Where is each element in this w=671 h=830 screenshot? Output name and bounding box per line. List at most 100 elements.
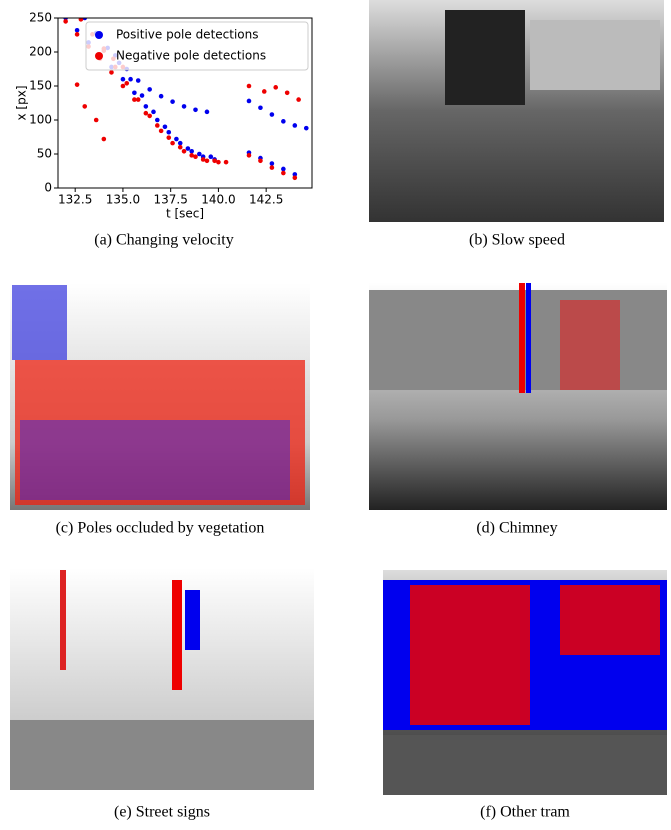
photo-other-tram (383, 570, 667, 795)
point (94, 118, 99, 123)
point (296, 97, 301, 102)
point (216, 160, 221, 165)
x-tick-label: 132.5 (58, 193, 92, 207)
caption: (b) Slow speed (469, 232, 565, 249)
legend-marker (95, 31, 103, 39)
figure: (a) Changing velocity(b) Slow speed(c) P… (0, 0, 671, 830)
point (208, 154, 213, 159)
point (140, 93, 145, 98)
caption: (a) Changing velocity (94, 232, 234, 249)
photo-detail (10, 720, 314, 790)
point (102, 137, 107, 142)
photo-detail (185, 590, 200, 650)
point (205, 159, 210, 164)
page: (a) Changing velocity(b) Slow speed(c) P… (0, 0, 671, 830)
caption: (e) Street signs (114, 804, 210, 821)
y-tick-label: 0 (44, 181, 52, 195)
x-tick-label: 140.0 (201, 193, 235, 207)
photo-detail (519, 283, 525, 393)
point (270, 161, 275, 166)
point (270, 112, 275, 117)
point (75, 32, 80, 37)
point (182, 104, 187, 109)
point (159, 94, 164, 99)
point (281, 167, 286, 172)
caption: (d) Chimney (476, 520, 557, 537)
point (285, 91, 290, 96)
photo-detail (445, 10, 525, 105)
point (262, 89, 267, 94)
point (163, 125, 168, 130)
point (281, 171, 286, 176)
photo-detail (530, 20, 660, 90)
point (128, 77, 133, 82)
y-tick-label: 200 (29, 45, 52, 59)
point (293, 176, 298, 181)
point (178, 141, 183, 146)
photo-detail (410, 585, 530, 725)
point (121, 77, 126, 82)
photo-chimney (369, 283, 667, 510)
point (182, 149, 187, 154)
point (258, 159, 263, 164)
point (224, 160, 229, 165)
photo-detail (172, 580, 182, 690)
point (159, 129, 164, 134)
point (270, 165, 275, 170)
x-tick-label: 135.0 (106, 193, 140, 207)
photo-detail (560, 300, 620, 390)
photo-street-signs (10, 568, 314, 790)
y-tick-label: 150 (29, 79, 52, 93)
point (273, 85, 278, 90)
point (75, 82, 80, 87)
point (63, 19, 68, 24)
legend-marker (95, 52, 103, 60)
point (170, 141, 175, 146)
legend-label: Positive pole detections (116, 28, 259, 42)
photo-vegetation (10, 283, 310, 510)
photo-detail (12, 285, 67, 360)
x-axis-label: t [sec] (166, 207, 204, 221)
caption: (f) Other tram (480, 804, 570, 821)
point (166, 135, 171, 140)
legend-label: Negative pole detections (116, 49, 266, 63)
point (144, 104, 149, 109)
point (189, 149, 194, 154)
point (147, 114, 152, 119)
point (193, 108, 198, 113)
point (75, 28, 80, 33)
photo-slow-speed (369, 0, 664, 222)
point (155, 123, 160, 128)
point (205, 110, 210, 115)
point (136, 97, 141, 102)
y-tick-label: 250 (29, 11, 52, 25)
point (193, 154, 198, 159)
photo-detail (369, 290, 667, 390)
point (197, 152, 202, 157)
x-tick-label: 137.5 (153, 193, 187, 207)
point (82, 104, 87, 109)
point (132, 91, 137, 96)
y-axis-label: x [px] (15, 86, 29, 121)
point (151, 110, 156, 115)
point (136, 78, 141, 83)
point (293, 123, 298, 128)
point (166, 130, 171, 135)
point (247, 153, 252, 158)
point (247, 84, 252, 89)
x-tick-label: 142.5 (249, 193, 283, 207)
y-tick-label: 100 (29, 113, 52, 127)
point (124, 81, 129, 86)
point (144, 111, 149, 116)
photo-detail (60, 570, 66, 670)
photo-detail (526, 283, 531, 393)
point (121, 84, 126, 89)
photo-detail (20, 420, 290, 500)
point (186, 146, 191, 151)
point (147, 87, 152, 92)
point (178, 145, 183, 150)
point (258, 105, 263, 110)
point (174, 137, 179, 142)
photo-detail (383, 735, 667, 795)
